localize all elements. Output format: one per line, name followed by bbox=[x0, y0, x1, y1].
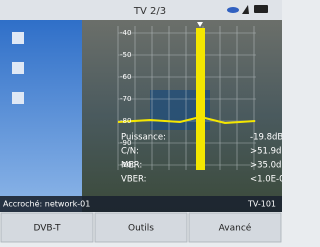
measurement-value: >35.0dB bbox=[250, 161, 282, 171]
button-bar: DVB-T Outils Avancé bbox=[1, 213, 281, 242]
device-screen: TV 2/3 -40-50-60-70-80-90-100 Puissance:… bbox=[0, 0, 282, 243]
desktop-panel bbox=[0, 20, 82, 212]
measurement-value: <1.0E-08 bbox=[250, 175, 282, 185]
button-label[interactable]: DVB-T bbox=[33, 224, 61, 234]
scale-label: -50 bbox=[120, 51, 131, 59]
header-title: TV 2/3 bbox=[133, 6, 166, 17]
spectrum-peak bbox=[196, 28, 205, 170]
measurement-value: >51.9dB bbox=[250, 147, 282, 157]
measurement-label: VBER: bbox=[121, 175, 147, 185]
scale-label: -60 bbox=[120, 73, 131, 81]
measurement-label: MER: bbox=[121, 161, 142, 171]
lock-status: Accroché: network-01 bbox=[3, 199, 90, 209]
measurement-label: Puissance: bbox=[121, 133, 166, 143]
scale-label: -40 bbox=[120, 29, 131, 37]
scale-label: -80 bbox=[120, 117, 131, 125]
measurement-value: -19.8dBm bbox=[250, 133, 282, 143]
desktop-icons bbox=[12, 32, 24, 104]
button-label[interactable]: Outils bbox=[128, 224, 154, 234]
scale-label: -70 bbox=[120, 95, 131, 103]
measurement-label: C/N: bbox=[121, 147, 139, 157]
channel: TV-101 bbox=[247, 200, 276, 209]
button-label[interactable]: Avancé bbox=[219, 223, 252, 234]
